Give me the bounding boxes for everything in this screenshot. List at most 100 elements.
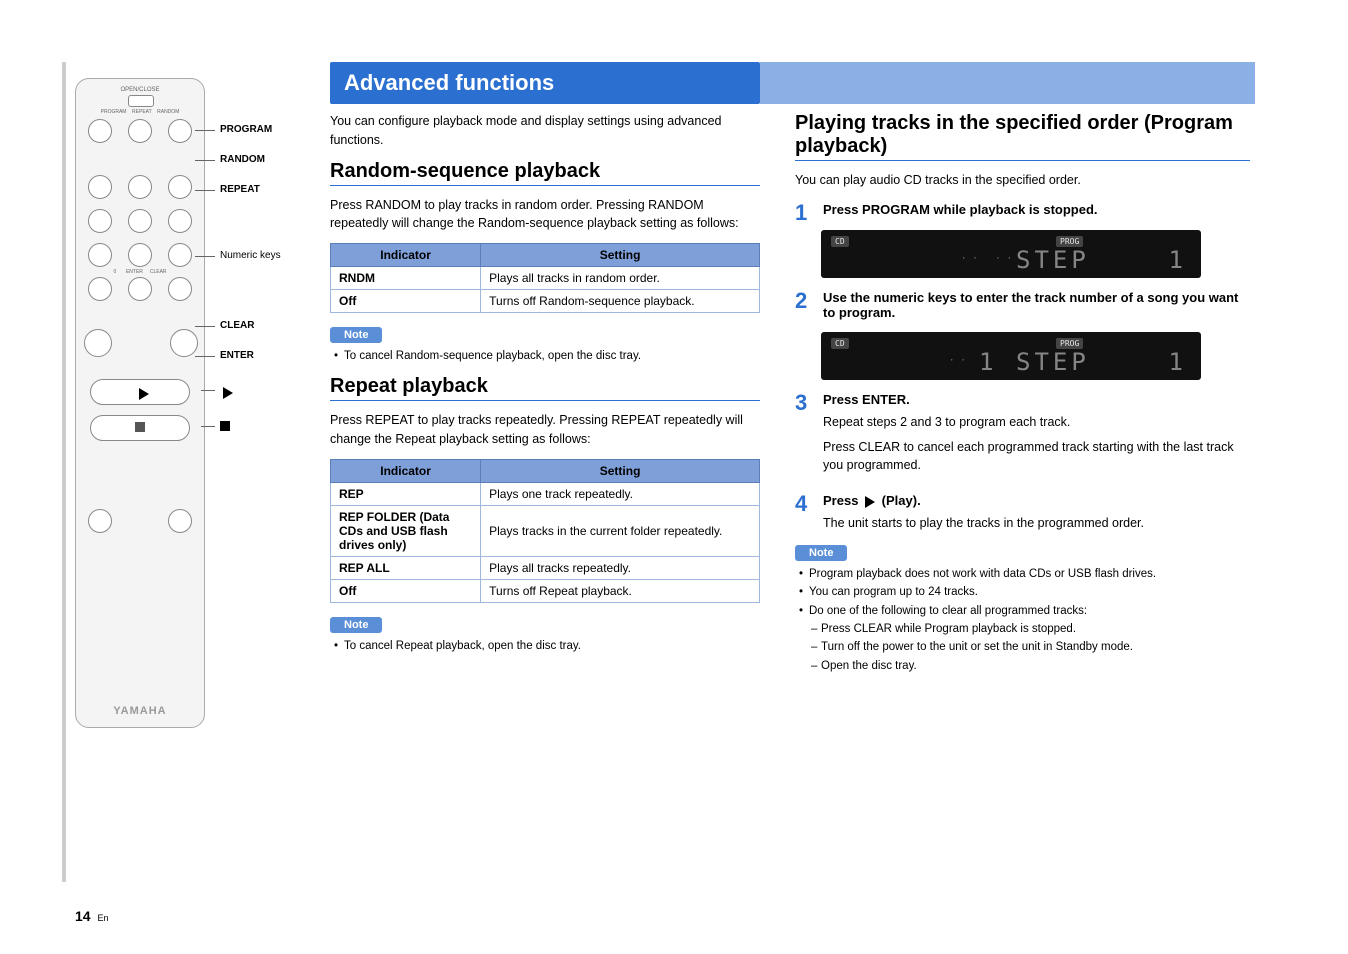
remote-key-6	[168, 209, 192, 233]
step-3: 3 Press ENTER. Repeat steps 2 and 3 to p…	[795, 392, 1250, 481]
lcd-display-1: CD PROG ·· ·· STEP 1	[821, 230, 1201, 278]
td-indicator: Off	[331, 290, 481, 313]
program-desc: You can play audio CD tracks in the spec…	[795, 171, 1250, 190]
note-subitem: Open the disc tray.	[811, 657, 1250, 675]
td-indicator: REP FOLDER (Data CDs and USB flash drive…	[331, 505, 481, 556]
program-heading: Playing tracks in the specified order (P…	[795, 112, 1250, 161]
lcd-dots: ·· ··	[961, 254, 1018, 264]
random-desc: Press RANDOM to play tracks in random or…	[330, 196, 760, 234]
random-heading: Random-sequence playback	[330, 160, 760, 186]
right-column: Playing tracks in the specified order (P…	[795, 62, 1250, 675]
note-subitem: Press CLEAR while Program playback is st…	[811, 620, 1250, 638]
page-number-value: 14	[75, 908, 91, 924]
pointer-line	[195, 326, 215, 327]
td-indicator: Off	[331, 579, 481, 602]
step-number: 1	[795, 202, 823, 224]
page-lang: En	[97, 913, 108, 923]
remote-cdusb-button	[168, 509, 192, 533]
remote-row-label: PROGRAM REPEAT RANDOM	[76, 109, 204, 115]
note-list: To cancel Repeat playback, open the disc…	[330, 637, 760, 655]
note-item: You can program up to 24 tracks.	[799, 583, 1250, 601]
th-indicator: Indicator	[331, 459, 481, 482]
step-title: Use the numeric keys to enter the track …	[823, 290, 1250, 320]
note-pill: Note	[330, 617, 382, 633]
pointer-line	[201, 426, 215, 427]
remote-clear-button	[168, 277, 192, 301]
step-title: Press PROGRAM while playback is stopped.	[823, 202, 1250, 217]
td-setting: Turns off Random-sequence playback.	[481, 290, 760, 313]
remote-brand: YAMAHA	[76, 705, 204, 717]
lcd-track: 1	[979, 348, 997, 376]
play-icon	[136, 385, 152, 403]
note-item: Do one of the following to clear all pro…	[799, 602, 1250, 620]
th-setting: Setting	[481, 244, 760, 267]
step-title: Press ENTER.	[823, 392, 1250, 407]
remote-key-9	[168, 243, 192, 267]
td-setting: Plays all tracks in random order.	[481, 267, 760, 290]
note-pill: Note	[330, 327, 382, 343]
th-setting: Setting	[481, 459, 760, 482]
remote-key-3	[168, 175, 192, 199]
td-indicator: REP	[331, 482, 481, 505]
label-enter: ENTER	[220, 350, 254, 361]
step-title-pre: Press	[823, 493, 862, 508]
note-item: To cancel Repeat playback, open the disc…	[334, 637, 760, 655]
step-text: Press CLEAR to cancel each programmed tr…	[823, 438, 1250, 476]
label-clear: CLEAR	[220, 320, 254, 331]
lcd-right: 1	[1169, 246, 1187, 274]
lcd-display-2: CD PROG ·· 1 STEP 1	[821, 332, 1201, 380]
stop-icon	[135, 422, 145, 432]
note-list: To cancel Random-sequence playback, open…	[330, 347, 760, 365]
label-repeat: REPEAT	[220, 184, 260, 195]
remote-key-5	[128, 209, 152, 233]
td-setting: Plays one track repeatedly.	[481, 482, 760, 505]
step-4: 4 Press (Play). The unit starts to play …	[795, 493, 1250, 539]
random-table: IndicatorSetting RNDMPlays all tracks in…	[330, 243, 760, 313]
remote-random-button	[168, 119, 192, 143]
step-2: 2 Use the numeric keys to enter the trac…	[795, 290, 1250, 326]
remote-row-label: OPEN/CLOSE	[76, 87, 204, 93]
step-title: Press (Play).	[823, 493, 1250, 508]
section-banner: Advanced functions	[330, 62, 760, 104]
repeat-desc: Press REPEAT to play tracks repeatedly. …	[330, 411, 760, 449]
remote-diagram: OPEN/CLOSE PROGRAM REPEAT RANDOM 0 ENTER…	[75, 78, 285, 728]
step-title-post: (Play).	[882, 493, 921, 508]
remote-program-button	[88, 119, 112, 143]
td-indicator: RNDM	[331, 267, 481, 290]
remote-repeat-button	[128, 119, 152, 143]
pointer-line	[201, 390, 215, 391]
note-item: To cancel Random-sequence playback, open…	[334, 347, 760, 365]
td-setting: Plays tracks in the current folder repea…	[481, 505, 760, 556]
remote-row-label: 0 ENTER CLEAR	[76, 269, 204, 275]
label-stop-icon	[220, 421, 230, 431]
page-number: 14 En	[75, 908, 108, 924]
lcd-dots: ··	[949, 356, 972, 366]
remote-key-7	[88, 243, 112, 267]
label-play-icon	[220, 384, 236, 402]
label-random: RANDOM	[220, 154, 265, 165]
step-number: 3	[795, 392, 823, 414]
step-text: The unit starts to play the tracks in th…	[823, 514, 1250, 533]
remote-key-1	[88, 175, 112, 199]
remote-key-0	[88, 277, 112, 301]
remote-key-2	[128, 175, 152, 199]
repeat-heading: Repeat playback	[330, 375, 760, 401]
intro-text: You can configure playback mode and disp…	[330, 112, 760, 150]
remote-prev-button	[84, 329, 112, 357]
step-number: 4	[795, 493, 823, 515]
td-indicator: REP ALL	[331, 556, 481, 579]
step-1: 1 Press PROGRAM while playback is stoppe…	[795, 202, 1250, 224]
lcd-main: STEP	[1016, 348, 1090, 376]
remote-open-close-button	[128, 95, 154, 107]
left-gutter	[62, 62, 66, 882]
note-pill: Note	[795, 545, 847, 561]
repeat-table: IndicatorSetting REPPlays one track repe…	[330, 459, 760, 603]
td-setting: Plays all tracks repeatedly.	[481, 556, 760, 579]
lcd-main: STEP	[1016, 246, 1090, 274]
label-numeric: Numeric keys	[220, 250, 281, 261]
remote-enter-button	[128, 277, 152, 301]
pointer-line	[195, 256, 215, 257]
pointer-line	[195, 190, 215, 191]
pointer-line	[195, 130, 215, 131]
td-setting: Turns off Repeat playback.	[481, 579, 760, 602]
